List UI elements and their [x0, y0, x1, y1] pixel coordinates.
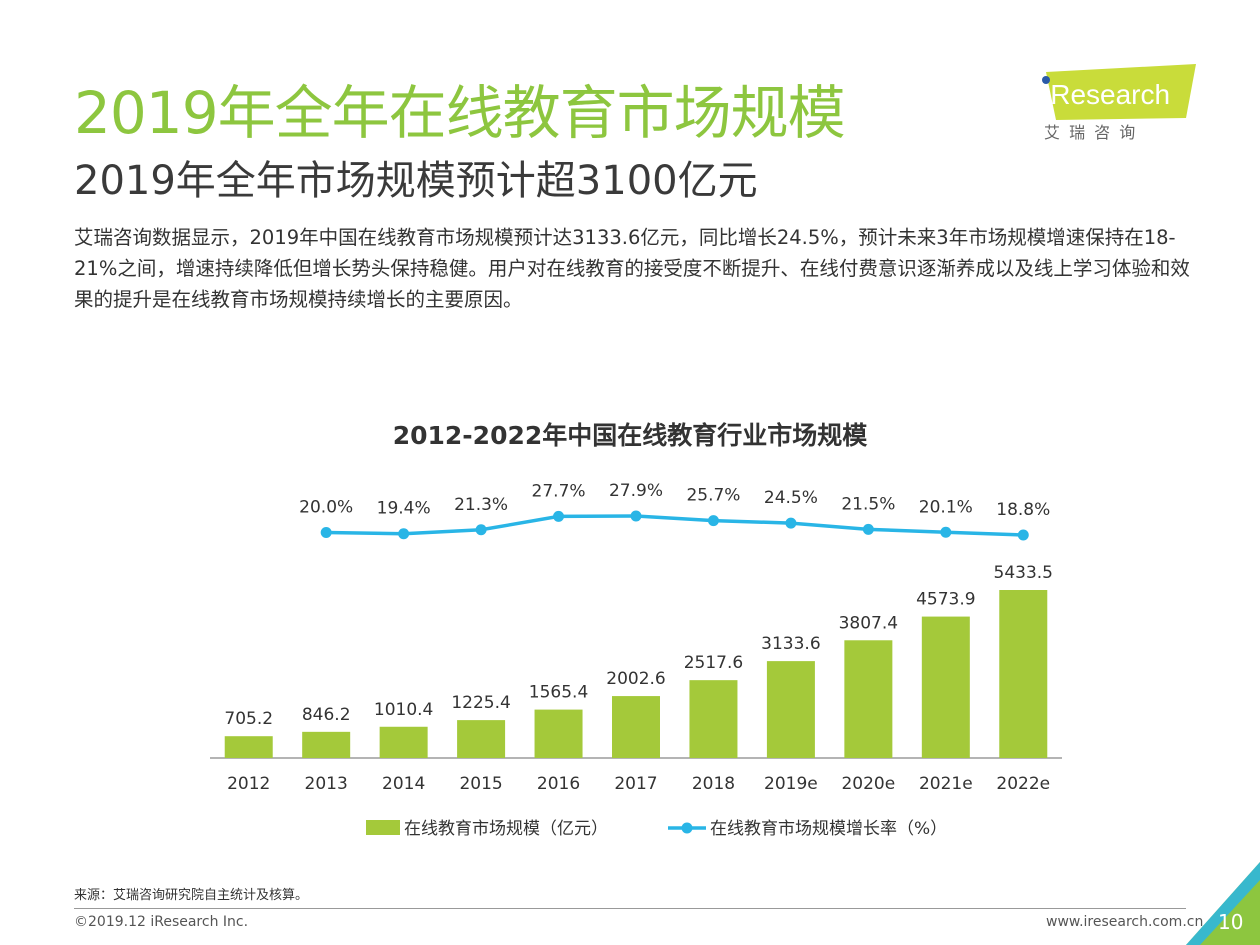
legend-line-label: 在线教育市场规模增长率（%）: [710, 819, 947, 839]
growth-rate-line: [326, 514, 1024, 537]
x-tick-label-2021e: 2021e: [919, 774, 973, 794]
bar-2013: [302, 731, 351, 758]
bar-value-label-2016: 1565.4: [529, 683, 588, 703]
growth-label-2020e: 21.5%: [841, 494, 895, 514]
logo-cn-text: 艾 瑞 咨 询: [1044, 123, 1137, 142]
copyright-text: ©2019.12 iResearch Inc.: [74, 914, 249, 930]
growth-point-2021e: [940, 526, 952, 538]
growth-point-2020e: [862, 523, 874, 535]
x-tick-label-2020e: 2020e: [841, 774, 895, 794]
bar-2012: [224, 736, 273, 758]
page-subtitle: 2019年全年市场规模预计超3100亿元: [74, 158, 758, 204]
bar-value-label-2014: 1010.4: [374, 700, 433, 720]
bar-value-label-2015: 1225.4: [451, 693, 510, 713]
chart-canvas: 705.2 2012 846.2 2013 1010.4 2014 1225.4 2015 15…: [210, 481, 1062, 839]
growth-label-2015: 21.3%: [454, 495, 508, 515]
bar-2020e: [844, 640, 893, 758]
bar-value-label-2013: 846.2: [302, 705, 351, 725]
chart-title: 2012-2022年中国在线教育行业市场规模: [392, 421, 868, 450]
x-tick-label-2014: 2014: [382, 774, 425, 794]
x-tick-label-2018: 2018: [692, 774, 735, 794]
x-tick-label-2017: 2017: [614, 774, 657, 794]
source-note: 来源：艾瑞咨询研究院自主统计及核算。: [74, 888, 309, 903]
x-tick-label-2012: 2012: [227, 774, 270, 794]
growth-point-2013: [320, 526, 332, 538]
growth-point-2018: [707, 515, 719, 527]
growth-point-2019e: [785, 517, 797, 529]
footer-divider: [74, 908, 1186, 909]
bar-value-label-2017: 2002.6: [606, 669, 665, 689]
logo-text: iResearch: [1044, 79, 1170, 110]
iresearch-logo: iResearch 艾 瑞 咨 询: [1042, 64, 1196, 142]
growth-label-2016: 27.7%: [532, 481, 586, 501]
bar-value-label-2019e: 3133.6: [761, 634, 820, 654]
bar-2022e: [999, 590, 1048, 758]
growth-label-2018: 25.7%: [686, 486, 740, 506]
page-title: 2019年全年在线教育市场规模: [74, 79, 846, 147]
x-tick-label-2016: 2016: [537, 774, 580, 794]
growth-label-2021e: 20.1%: [919, 497, 973, 517]
growth-point-2015: [475, 524, 487, 536]
bar-2015: [457, 720, 506, 758]
growth-label-2022e: 18.8%: [996, 500, 1050, 520]
growth-point-2016: [553, 510, 565, 522]
growth-point-2017: [630, 510, 642, 522]
website-link[interactable]: www.iresearch.com.cn: [1046, 914, 1204, 930]
growth-label-2013: 20.0%: [299, 497, 353, 517]
growth-point-2014: [398, 528, 410, 540]
bar-2019e: [766, 661, 815, 758]
x-tick-label-2015: 2015: [459, 774, 502, 794]
growth-label-2019e: 24.5%: [764, 488, 818, 508]
bar-value-label-2021e: 4573.9: [916, 590, 975, 610]
legend-bar-label: 在线教育市场规模（亿元）: [404, 819, 608, 839]
bar-value-label-2022e: 5433.5: [994, 563, 1053, 583]
legend-line-marker: [681, 822, 693, 834]
bar-value-label-2020e: 3807.4: [839, 613, 898, 633]
x-tick-label-2019e: 2019e: [764, 774, 818, 794]
body-paragraph: 艾瑞咨询数据显示，2019年中国在线教育市场规模预计达3133.6亿元，同比增长…: [74, 226, 1190, 311]
growth-point-2022e: [1017, 529, 1029, 541]
x-tick-label-2022e: 2022e: [996, 774, 1050, 794]
bar-2016: [534, 709, 583, 758]
legend-bar-swatch: [366, 820, 400, 835]
growth-label-2017: 27.9%: [609, 481, 663, 501]
bar-2017: [612, 696, 660, 758]
page-number: 10: [1218, 910, 1244, 934]
growth-label-2014: 19.4%: [377, 499, 431, 519]
bar-2018: [689, 680, 738, 758]
bar-value-label-2018: 2517.6: [684, 653, 743, 673]
bar-value-label-2012: 705.2: [224, 709, 273, 729]
bar-2014: [379, 726, 428, 758]
bar-2021e: [921, 616, 970, 758]
x-tick-label-2013: 2013: [305, 774, 348, 794]
